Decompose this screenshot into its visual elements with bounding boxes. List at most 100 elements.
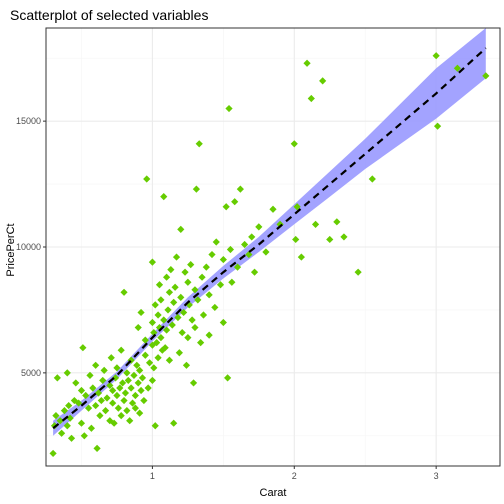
data-point	[228, 278, 236, 286]
data-point	[150, 364, 158, 372]
data-point	[120, 396, 128, 405]
data-point	[222, 203, 230, 211]
data-point	[136, 366, 144, 374]
data-point	[92, 401, 100, 410]
data-point	[66, 414, 74, 422]
chart-title: Scatterplot of selected variables	[10, 7, 208, 23]
data-point	[212, 238, 220, 246]
x-axis-title: Carat	[260, 487, 287, 499]
data-point	[131, 391, 139, 400]
data-point	[110, 419, 118, 427]
data-point	[84, 404, 93, 412]
data-point	[192, 185, 200, 193]
data-point	[269, 205, 277, 213]
data-point	[101, 407, 110, 415]
data-point	[224, 374, 232, 382]
x-tick-label: 2	[292, 471, 297, 481]
data-point	[109, 399, 117, 407]
data-point	[77, 419, 86, 427]
data-point	[119, 379, 127, 387]
data-point	[155, 323, 164, 332]
confidence-band-layer	[53, 28, 486, 436]
data-point	[53, 374, 61, 382]
y-tick-label: 5000	[21, 368, 41, 378]
data-point	[211, 303, 219, 312]
data-point	[205, 291, 213, 299]
data-point	[67, 434, 76, 442]
data-point	[202, 263, 210, 271]
data-point	[77, 386, 86, 395]
data-point	[100, 366, 108, 374]
data-point	[113, 391, 121, 400]
data-point	[109, 386, 117, 395]
data-point	[79, 344, 87, 352]
data-point	[216, 281, 225, 289]
data-point	[248, 233, 256, 241]
data-point	[197, 339, 205, 347]
data-point	[107, 354, 115, 362]
data-point	[157, 334, 165, 342]
data-point	[161, 344, 169, 352]
data-point	[106, 381, 114, 390]
data-point	[292, 235, 300, 244]
data-point	[116, 384, 124, 392]
data-point	[99, 376, 107, 385]
data-point	[154, 354, 162, 362]
data-point	[290, 140, 298, 148]
data-point	[137, 308, 145, 317]
data-point	[184, 334, 192, 342]
data-point	[120, 288, 128, 296]
data-point	[354, 268, 362, 276]
data-point	[171, 283, 179, 291]
data-point	[174, 313, 182, 322]
data-point	[106, 417, 114, 425]
data-point	[72, 379, 80, 387]
data-point	[111, 374, 120, 382]
data-point	[297, 253, 305, 261]
data-point	[93, 444, 101, 452]
data-point	[124, 376, 132, 385]
data-point	[231, 198, 239, 206]
data-point	[162, 326, 171, 334]
data-point	[233, 263, 242, 271]
data-point	[187, 261, 195, 269]
data-point	[117, 346, 125, 354]
data-point	[225, 104, 233, 113]
data-point	[177, 225, 185, 233]
data-point	[241, 240, 249, 249]
data-point	[150, 328, 158, 337]
data-point	[219, 318, 227, 327]
data-point	[219, 255, 227, 264]
data-point	[137, 386, 145, 395]
data-point	[326, 235, 334, 244]
data-point	[160, 193, 168, 201]
y-tick-label: 15000	[16, 116, 41, 126]
data-point	[170, 419, 178, 427]
data-point	[157, 296, 165, 304]
data-point	[63, 369, 71, 377]
data-point	[177, 293, 185, 301]
data-point	[70, 396, 78, 405]
data-point	[307, 94, 315, 103]
x-axis: 1 2 3	[150, 466, 439, 481]
data-point	[175, 349, 183, 357]
data-point	[368, 175, 376, 183]
data-point	[123, 407, 131, 415]
data-point	[128, 399, 137, 407]
smooth-line-layer	[52, 47, 487, 430]
data-point	[226, 245, 235, 254]
data-point	[333, 218, 341, 226]
data-point	[433, 122, 442, 130]
data-point	[198, 273, 206, 281]
data-point	[58, 429, 66, 437]
data-point	[148, 258, 157, 266]
data-point	[184, 278, 192, 286]
data-point	[180, 308, 188, 317]
data-point	[121, 389, 130, 397]
data-point	[145, 359, 154, 367]
data-point	[164, 306, 172, 314]
data-point	[148, 341, 157, 349]
data-point	[340, 233, 348, 241]
